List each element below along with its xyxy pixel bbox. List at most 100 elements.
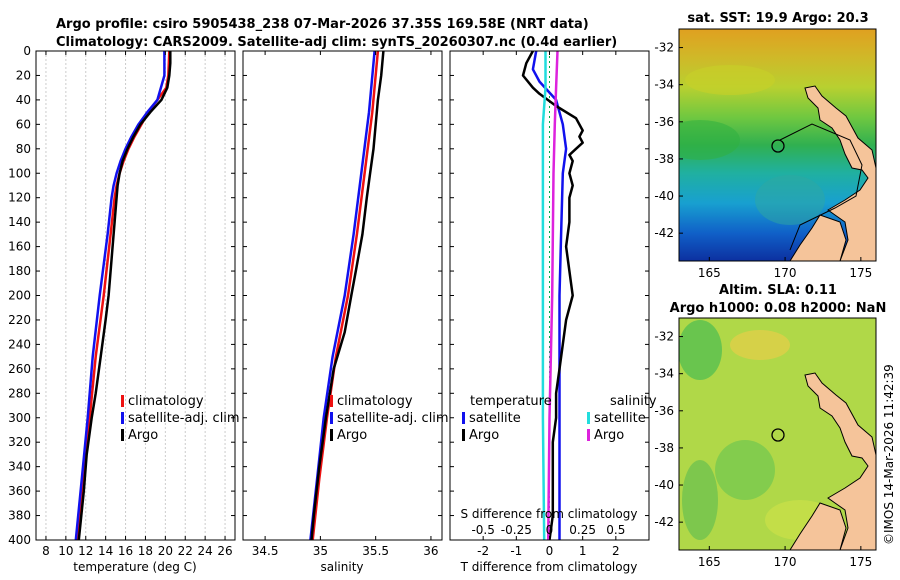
sst-xtick-label: 175: [849, 266, 872, 280]
difference-series-s-satellite: [541, 51, 547, 541]
imos-timestamp: ©IMOS 14-Mar-2026 11:42:39: [882, 364, 896, 545]
temperature-xtick-label: 22: [178, 544, 193, 558]
depth-tick-label: 80: [16, 142, 31, 156]
temperature-xtick-label: 8: [42, 544, 50, 558]
sla-map-title-line2: Argo h1000: 0.08 h2000: NaN: [670, 301, 887, 316]
sla-xtick-label: 175: [849, 555, 872, 569]
difference-legend: temperature salinity satellite Argo satellit…: [462, 394, 657, 443]
salinity-panel: 34.5 35 35.5 36 climatology satellite-adj. c…: [242, 50, 449, 574]
temperature-series-satellite-adj-clim: [74, 51, 166, 541]
temperature-xtick-label: 12: [78, 544, 93, 558]
sst-map-frame: [678, 28, 877, 262]
depth-tick-label: 220: [8, 313, 31, 327]
difference-legend-t-satellite-label: satellite: [469, 411, 521, 426]
temperature-series-argo: [77, 51, 172, 541]
temperature-legend-item-swatch: [121, 429, 124, 441]
sla-ytick-label: -34: [654, 367, 674, 381]
figure-title-line1: Argo profile: csiro 5905438_238 07-Mar-2…: [56, 17, 589, 32]
temperature-xtick-label: 10: [58, 544, 73, 558]
depth-tick-label: 400: [8, 533, 31, 547]
sst-ytick-label: -40: [654, 189, 674, 203]
temperature-legend-item-swatch: [121, 395, 124, 407]
sla-field-patch: [730, 330, 790, 360]
sst-map-panel: sat. SST: 19.9 Argo: 20.3 165 170 175 -32 -3…: [654, 11, 877, 280]
salinity-legend-item-swatch: [330, 412, 333, 424]
sst-ytick-label: -34: [654, 78, 674, 92]
salinity-series-argo: [310, 50, 385, 541]
temperature-series-climatology: [76, 50, 171, 541]
salinity-xtick-label: 35.5: [362, 544, 389, 558]
depth-tick-label: 160: [8, 240, 31, 254]
difference-legend-t-argo-label: Argo: [469, 428, 499, 443]
depth-tick-label: 380: [8, 509, 31, 523]
depth-tick-label: 360: [8, 484, 31, 498]
sla-ytick-label: -32: [654, 330, 674, 344]
sla-land-north-island: [804, 372, 876, 550]
sst-land-north-island: [804, 85, 876, 261]
temperature-xtick-label: 24: [198, 544, 213, 558]
depth-tick-label: 320: [8, 435, 31, 449]
difference-xtick-label: -2: [477, 544, 489, 558]
depth-tick-label: 280: [8, 386, 31, 400]
temperature-legend-item-label: Argo: [128, 428, 158, 443]
sst-field-patch: [755, 175, 825, 225]
difference-legend-t-argo-swatch: [462, 429, 465, 441]
difference-xtick-label: 1: [579, 544, 587, 558]
legend-salinity-title: salinity: [610, 394, 657, 409]
difference-panel: -2 -1 0 1 2 -0.5 -0.25 0 0.25 0.5 temperature sali…: [449, 50, 657, 574]
salinity-legend-item-label: climatology: [337, 394, 413, 409]
s-difference-tick-label: 0: [546, 523, 554, 537]
sla-ytick-label: -40: [654, 478, 674, 492]
salinity-xtick-label: 34.5: [252, 544, 279, 558]
sla-map-frame: [678, 317, 877, 551]
sst-field-patch: [679, 120, 740, 160]
sst-profile-marker: [771, 139, 785, 153]
difference-series-s-argo: [546, 50, 559, 541]
salinity-legend-item-label: Argo: [337, 428, 367, 443]
sst-field-patch: [685, 65, 775, 95]
sla-ytick-label: -36: [654, 404, 674, 418]
depth-tick-label: 200: [8, 289, 31, 303]
difference-xtick-label: 2: [612, 544, 620, 558]
depth-tick-label: 100: [8, 166, 31, 180]
sst-map-title: sat. SST: 19.9 Argo: 20.3: [687, 11, 868, 26]
sla-xtick-label: 170: [774, 555, 797, 569]
salinity-legend-item-label: satellite-adj. clim: [337, 411, 449, 426]
difference-series-t-argo: [521, 50, 584, 541]
salinity-series-climatology: [311, 50, 380, 541]
temperature-legend: climatology satellite-adj. clim Argo: [121, 394, 240, 443]
difference-legend-s-satellite-swatch: [587, 412, 590, 424]
temperature-xtick-label: 16: [118, 544, 133, 558]
salinity-legend: climatology satellite-adj. clim Argo: [330, 394, 449, 443]
t-difference-xlabel: T difference from climatology: [460, 560, 638, 574]
sst-contour: [779, 123, 863, 251]
depth-tick-label: 260: [8, 362, 31, 376]
depth-tick-label: 20: [16, 68, 31, 82]
depth-tick-label: 0: [23, 44, 31, 58]
difference-series-t-satellite: [531, 50, 568, 540]
temperature-legend-item-label: satellite-adj. clim: [128, 411, 240, 426]
salinity-legend-item-swatch: [330, 429, 333, 441]
sla-profile-marker: [771, 428, 785, 442]
difference-legend-s-argo-swatch: [587, 429, 590, 441]
sst-ytick-label: -42: [654, 226, 674, 240]
sla-field-patch: [715, 440, 775, 500]
sla-ytick-label: -38: [654, 441, 674, 455]
s-difference-tick-label: -0.25: [501, 523, 532, 537]
sst-ytick-label: -38: [654, 152, 674, 166]
sst-ytick-label: -36: [654, 115, 674, 129]
sla-ytick-label: -42: [654, 515, 674, 529]
temperature-panel: 0 20 40 60 80 100 120 140 160 180 200 220 240 260 280 3…: [8, 44, 240, 574]
temperature-xtick-label: 18: [138, 544, 153, 558]
depth-tick-label: 40: [16, 93, 31, 107]
sla-xtick-label: 165: [698, 555, 721, 569]
s-difference-tick-label: -0.5: [471, 523, 494, 537]
sla-land-south-island: [789, 502, 847, 550]
temperature-xtick-label: 26: [217, 544, 232, 558]
s-difference-tick-label: 0.5: [606, 523, 625, 537]
salinity-xtick-label: 35: [313, 544, 328, 558]
sla-map-panel: Altim. SLA: 0.11 Argo h1000: 0.08 h2000:…: [654, 283, 886, 569]
salinity-xlabel: salinity: [320, 560, 363, 574]
salinity-axes-frame: [242, 50, 443, 541]
s-difference-tick-label: 0.25: [569, 523, 596, 537]
